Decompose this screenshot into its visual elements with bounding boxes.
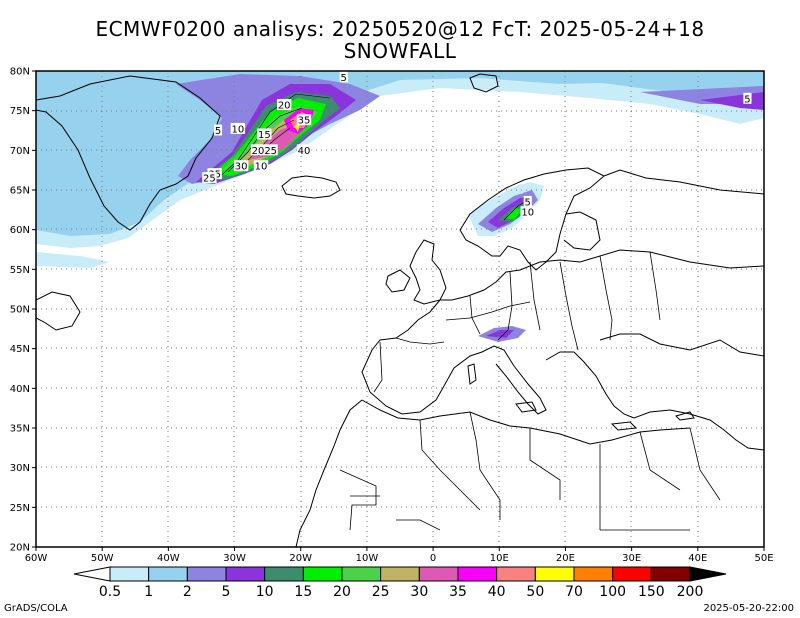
contour-label: 5 xyxy=(213,124,223,137)
colorbar-level-label: 70 xyxy=(565,584,583,600)
colorbar-level-label: 10 xyxy=(256,584,274,600)
colorbar-level-label: 15 xyxy=(294,584,312,600)
colorbar-level-label: 200 xyxy=(677,584,704,600)
colorbar-swatch xyxy=(573,566,614,582)
svg-text:5: 5 xyxy=(525,197,531,208)
colorbar-swatch xyxy=(534,566,575,582)
svg-text:15: 15 xyxy=(258,130,271,141)
colorbar-swatch xyxy=(109,566,150,582)
lon-tick-label: 60W xyxy=(25,553,48,564)
lat-tick-label: 65N xyxy=(10,186,30,197)
lat-tick-label: 75N xyxy=(10,106,30,117)
colorbar-swatch xyxy=(650,566,691,582)
lat-tick-label: 20N xyxy=(10,543,30,554)
colorbar-swatch xyxy=(148,566,188,582)
svg-text:10: 10 xyxy=(521,208,534,219)
map-plot-area: 5551015203540202530103525510 xyxy=(36,71,764,547)
colorbar-level-label: 100 xyxy=(599,584,626,600)
lon-tick-label: 30E xyxy=(622,553,641,564)
lat-tick-label: 40N xyxy=(10,384,30,395)
colorbar-swatch xyxy=(457,566,498,582)
svg-text:25: 25 xyxy=(203,174,216,185)
contour-label: 2025 xyxy=(250,144,278,157)
colorbar-max-extend xyxy=(689,566,727,582)
lon-tick-label: 20W xyxy=(289,553,312,564)
latitude-axis: 80N 75N 70N 65N 60N 55N 50N 45N 40N 35N 30N 25N 20N xyxy=(10,67,36,554)
lon-tick-label: 0 xyxy=(430,553,436,564)
svg-text:10: 10 xyxy=(255,162,268,173)
contour-label: 10 xyxy=(520,206,535,219)
colorbar-level-label: 20 xyxy=(333,584,351,600)
lon-tick-label: 50W xyxy=(91,553,114,564)
lat-tick-label: 25N xyxy=(10,503,30,514)
lat-tick-label: 60N xyxy=(10,225,30,236)
grads-credit: GrADS/COLA xyxy=(4,603,68,614)
contour-label: 25 xyxy=(202,172,217,185)
colorbar-swatch xyxy=(302,566,343,582)
colorbar-level-label: 30 xyxy=(410,584,428,600)
map-title: ECMWF0200 analisys: 20250520@12 FcT: 202… xyxy=(95,17,705,41)
contour-label: 10 xyxy=(230,122,246,135)
svg-text:30: 30 xyxy=(235,162,248,173)
colorbar-level-label: 40 xyxy=(488,584,506,600)
colorbar-swatch xyxy=(225,566,266,582)
lon-tick-label: 50E xyxy=(754,553,773,564)
colorbar-swatch xyxy=(418,566,459,582)
contour-labels: 5551015203540202530103525510 xyxy=(202,71,752,219)
colorbar-level-label: 5 xyxy=(222,584,231,600)
timestamp: 2025-05-20-22:00 xyxy=(703,603,794,614)
contour-label: 10 xyxy=(253,160,269,173)
lat-tick-label: 70N xyxy=(10,146,30,157)
svg-text:10: 10 xyxy=(231,124,244,135)
contour-label: 5 xyxy=(523,195,532,208)
contour-label: 20 xyxy=(276,99,292,112)
lon-tick-label: 40W xyxy=(157,553,180,564)
colorbar-swatch xyxy=(264,566,304,582)
svg-text:2025: 2025 xyxy=(252,146,277,157)
lon-tick-label: 10W xyxy=(356,553,379,564)
lat-tick-label: 30N xyxy=(10,463,30,474)
lat-tick-label: 55N xyxy=(10,265,30,276)
map-subtitle: SNOWFALL xyxy=(343,39,457,63)
colorbar-min-extend xyxy=(73,566,111,582)
contour-label: 5 xyxy=(743,92,752,105)
longitude-axis: 60W 50W 40W 30W 20W 10W 0 10E 20E 30E 40E 50E xyxy=(25,547,774,564)
svg-text:35: 35 xyxy=(298,116,311,127)
colorbar-swatch xyxy=(186,566,227,582)
lat-tick-label: 45N xyxy=(10,344,30,355)
lat-tick-label: 50N xyxy=(10,305,30,316)
colorbar-swatch xyxy=(496,566,536,582)
svg-text:40: 40 xyxy=(298,146,311,157)
lon-tick-label: 20E xyxy=(556,553,575,564)
colorbar-level-label: 2 xyxy=(183,584,192,600)
contour-label: 30 xyxy=(233,160,249,173)
lat-tick-label: 35N xyxy=(10,424,30,435)
contour-label: 35 xyxy=(296,114,312,127)
coastlines xyxy=(36,73,764,547)
colorbar-level-label: 1 xyxy=(144,584,153,600)
svg-text:5: 5 xyxy=(744,94,750,105)
lon-tick-label: 40E xyxy=(688,553,707,564)
lon-tick-label: 10E xyxy=(490,553,509,564)
colorbar-level-label: 25 xyxy=(372,584,390,600)
colorbar: 0.5 1 2 5 10 15 20 25 30 35 40 50 70 100 150 200 xyxy=(73,566,727,600)
lat-tick-label: 80N xyxy=(10,67,30,78)
lon-tick-label: 30W xyxy=(223,553,246,564)
country-borders xyxy=(339,251,721,531)
contour-label: 15 xyxy=(257,128,272,141)
svg-text:5: 5 xyxy=(341,73,347,84)
colorbar-swatch xyxy=(612,566,652,582)
colorbar-swatch xyxy=(341,566,382,582)
contour-label: 40 xyxy=(296,144,312,157)
svg-text:5: 5 xyxy=(215,126,221,137)
colorbar-level-label: 50 xyxy=(526,584,544,600)
contour-label: 5 xyxy=(339,71,348,84)
colorbar-swatch xyxy=(380,566,420,582)
svg-text:20: 20 xyxy=(278,101,291,112)
colorbar-level-label: 0.5 xyxy=(99,584,121,600)
colorbar-level-label: 35 xyxy=(449,584,467,600)
colorbar-level-label: 150 xyxy=(638,584,665,600)
